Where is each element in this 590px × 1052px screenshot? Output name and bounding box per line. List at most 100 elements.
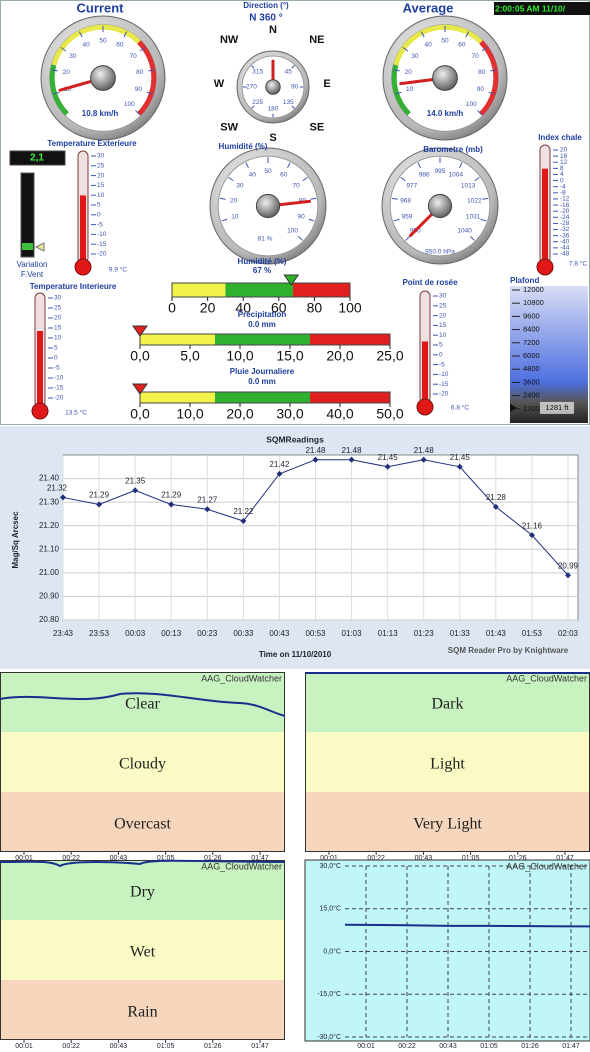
data-label: 21.27 [197, 495, 218, 504]
thermometer-tick-label: 5 [54, 345, 58, 352]
data-point [565, 572, 571, 579]
bar-tick-label: 50,0 [376, 406, 403, 422]
gauge-color-arc [393, 24, 483, 66]
bar-zone [215, 334, 310, 345]
gauge-tick [417, 162, 421, 168]
x-tick-label: 23:53 [89, 629, 110, 638]
gauge-tick-label: 60 [280, 172, 288, 179]
y-tick-label: 21.00 [39, 568, 60, 577]
thermometer-tick-label: 0 [97, 212, 101, 219]
gauge-title: Average [403, 0, 454, 15]
gauge-tick-label: 1031 [466, 213, 481, 220]
thermometer-tick-label: 15 [97, 182, 105, 189]
gauge-tick [219, 197, 226, 200]
y-tick-label: 21.40 [39, 474, 60, 483]
gauge-tick-label: 270 [246, 84, 257, 91]
y-tick-label: -30,0°C [317, 1033, 341, 1041]
gauge-tick-label: 100 [466, 101, 477, 108]
gauge-tick-label: 90 [477, 86, 485, 93]
bar-zone [310, 392, 390, 403]
data-label: 21.45 [450, 453, 471, 462]
x-tick-label: 01:47 [562, 1043, 580, 1050]
gauge-tick-label: 70 [293, 182, 301, 189]
thermometer-tick-label: 25 [439, 303, 447, 310]
thermometer-title: Point de rosée [402, 278, 458, 287]
bar-tick-label: 10,0 [176, 406, 203, 422]
bar-zone [293, 283, 350, 297]
thermometer-reading: 7.8 °C [569, 260, 587, 268]
thermometer-level [542, 168, 548, 263]
y-tick-label: 20.80 [39, 615, 60, 624]
gauge-tick-label: 40 [424, 42, 432, 49]
thermometer-tick-label: -4 [560, 183, 566, 190]
x-tick-label: 01:43 [486, 629, 507, 638]
thermometer-tick-label: 0 [560, 177, 564, 184]
thermometer-reading: 9.9 °C [109, 266, 127, 274]
gauge-tick [297, 235, 303, 241]
x-tick-label: 00:43 [110, 1043, 128, 1050]
data-label: 21.48 [414, 446, 435, 455]
bar-tick-label: 100 [338, 300, 362, 316]
ceiling-title: Plafond [510, 276, 539, 285]
gauge-reading: 81 % [258, 236, 273, 243]
thermometer-bulb [31, 402, 49, 420]
band [0, 792, 285, 852]
ceiling-reading-box [540, 401, 574, 414]
bar-tick-label: 5,0 [180, 348, 200, 364]
gauge-tick [51, 69, 58, 72]
x-tick-label: 02:03 [558, 629, 579, 638]
bar-tick-label: 0,0 [130, 406, 150, 422]
gauge-color-arc [479, 40, 499, 116]
panel-title: AAG_CloudWatcher [506, 673, 587, 683]
bar-tick-label: 40,0 [326, 406, 353, 422]
gauge-tick [123, 31, 128, 38]
gauge-tick [135, 110, 141, 116]
data-point [312, 456, 319, 463]
timestamp-box [494, 2, 590, 15]
gauge-tick-label: 968 [400, 197, 411, 204]
gauge-tick-label: 10 [231, 213, 239, 220]
gauge-tick-label: 20 [230, 197, 238, 204]
trace [0, 859, 286, 868]
gauge-tick-label: 10 [406, 86, 414, 93]
gauge-tick-label: 180 [268, 105, 279, 112]
ceiling-tick-label: 9600 [523, 311, 540, 320]
data-point [60, 494, 66, 501]
bar-tick-label: 20 [200, 300, 216, 316]
bar-pointer [132, 383, 148, 395]
gauge-tick [459, 162, 463, 168]
thermometer-tick-label: -40 [560, 238, 570, 245]
thermometer-tick-label: 25 [54, 305, 62, 312]
gauge-tick [395, 91, 402, 95]
gauge-tick [469, 235, 475, 241]
gauge-tick [402, 46, 409, 52]
ceiling-tick-label: 3600 [523, 377, 540, 386]
thermometer-reading: 6.8 °C [451, 404, 469, 412]
gauge-hub [265, 79, 281, 95]
data-point [276, 470, 283, 477]
thermometer-tick-label: 15 [54, 325, 62, 332]
gauge-tick [490, 69, 497, 72]
gauge-tick [405, 235, 411, 241]
data-point [456, 463, 463, 470]
thermometer-tick-label: 30 [439, 293, 447, 300]
bar-tick-label: 0 [168, 300, 176, 316]
bar-frame [139, 333, 391, 346]
bar-tick-label: 80 [307, 300, 323, 316]
gauge-title: Current [77, 0, 125, 15]
gauge-tick [480, 218, 487, 222]
gauge-tick-label: 225 [252, 99, 263, 106]
bar-title: Précipitation [238, 310, 287, 319]
x-tick-label: 01:05 [157, 855, 175, 862]
band-label: Overcast [114, 816, 171, 833]
data-label: 21.45 [378, 453, 399, 462]
thermometer-tick-label: -20 [54, 395, 64, 402]
thermometer-tick-label: 30 [54, 295, 62, 302]
ceiling-tick-label: 7200 [523, 338, 540, 347]
panel-title: AAG_CloudWatcher [201, 673, 282, 683]
gauge-title: Barometre (mb) [423, 145, 483, 154]
gauge-hub [427, 193, 453, 219]
bar-zone [215, 392, 310, 403]
gauge-title: Humidité (%) [219, 142, 268, 151]
gauge-tick-label: 30 [411, 53, 419, 60]
